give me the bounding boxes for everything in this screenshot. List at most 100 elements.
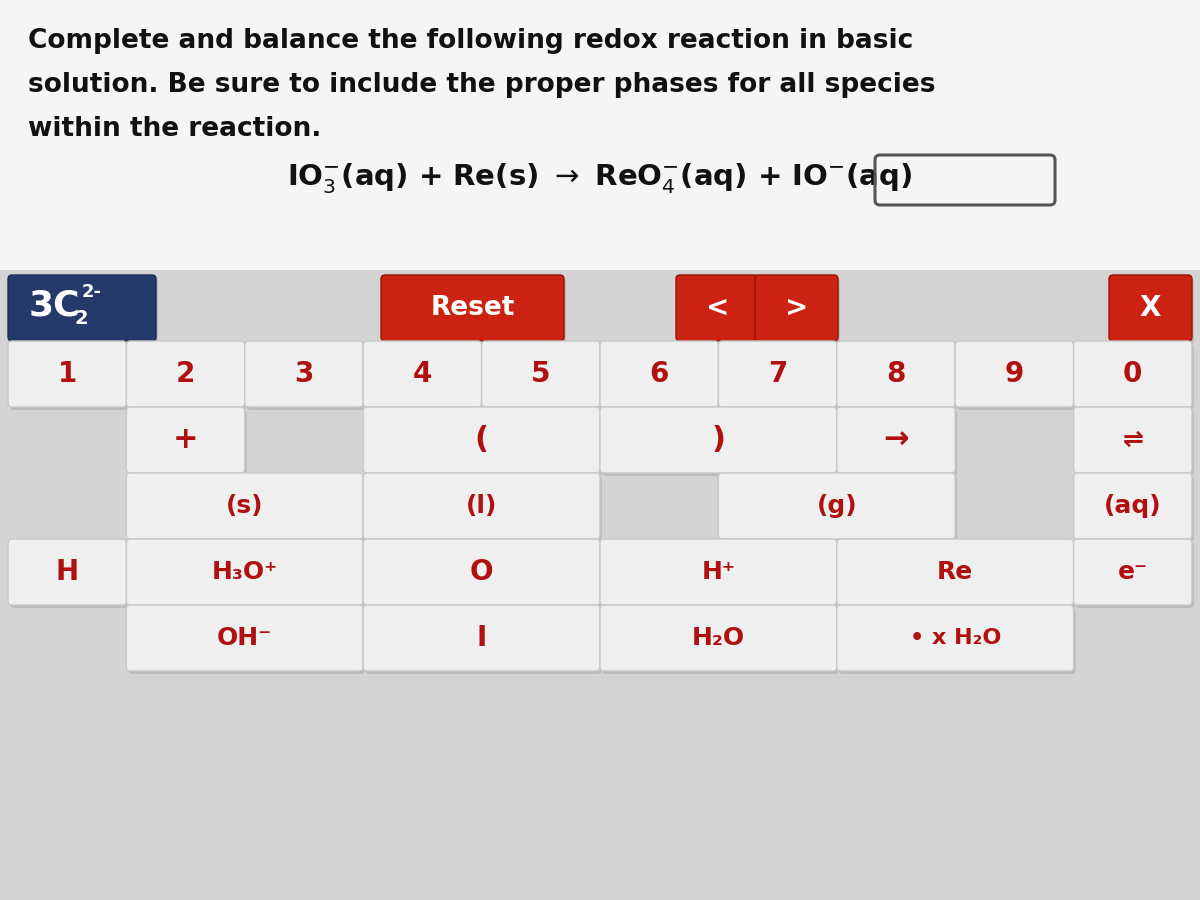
FancyBboxPatch shape bbox=[8, 539, 126, 605]
FancyBboxPatch shape bbox=[365, 344, 484, 410]
FancyBboxPatch shape bbox=[1109, 275, 1192, 341]
Text: 2: 2 bbox=[176, 360, 196, 388]
FancyBboxPatch shape bbox=[365, 410, 602, 476]
FancyBboxPatch shape bbox=[365, 608, 602, 674]
FancyBboxPatch shape bbox=[126, 341, 245, 407]
FancyBboxPatch shape bbox=[836, 539, 1074, 605]
FancyBboxPatch shape bbox=[836, 341, 955, 407]
FancyBboxPatch shape bbox=[600, 407, 836, 473]
Text: X: X bbox=[1140, 294, 1162, 322]
FancyBboxPatch shape bbox=[839, 410, 958, 476]
FancyBboxPatch shape bbox=[600, 539, 836, 605]
FancyBboxPatch shape bbox=[10, 542, 128, 608]
Text: 9: 9 bbox=[1004, 360, 1024, 388]
FancyBboxPatch shape bbox=[364, 341, 481, 407]
Text: 3: 3 bbox=[294, 360, 313, 388]
Text: 8: 8 bbox=[887, 360, 906, 388]
Text: I: I bbox=[476, 624, 487, 652]
FancyBboxPatch shape bbox=[126, 407, 245, 473]
Text: (l): (l) bbox=[466, 494, 497, 518]
FancyBboxPatch shape bbox=[126, 605, 364, 671]
FancyBboxPatch shape bbox=[1074, 341, 1192, 407]
Text: e⁻: e⁻ bbox=[1117, 560, 1148, 584]
FancyBboxPatch shape bbox=[839, 542, 1075, 608]
Text: >: > bbox=[785, 294, 808, 322]
Text: 2: 2 bbox=[74, 309, 88, 328]
Text: ): ) bbox=[712, 426, 725, 454]
Text: ⇌: ⇌ bbox=[1122, 428, 1144, 452]
Text: 3C: 3C bbox=[29, 289, 79, 323]
Text: (s): (s) bbox=[226, 494, 264, 518]
Text: Re: Re bbox=[937, 560, 973, 584]
FancyBboxPatch shape bbox=[602, 542, 839, 608]
Text: H⁺: H⁺ bbox=[701, 560, 736, 584]
FancyBboxPatch shape bbox=[364, 473, 600, 539]
FancyBboxPatch shape bbox=[0, 270, 1200, 900]
FancyBboxPatch shape bbox=[128, 608, 365, 674]
FancyBboxPatch shape bbox=[8, 341, 126, 407]
FancyBboxPatch shape bbox=[365, 542, 602, 608]
FancyBboxPatch shape bbox=[128, 344, 247, 410]
FancyBboxPatch shape bbox=[8, 275, 156, 341]
FancyBboxPatch shape bbox=[126, 539, 364, 605]
Text: Reset: Reset bbox=[431, 295, 515, 321]
FancyBboxPatch shape bbox=[1074, 407, 1192, 473]
FancyBboxPatch shape bbox=[10, 278, 158, 344]
Text: H₂O: H₂O bbox=[692, 626, 745, 650]
FancyBboxPatch shape bbox=[600, 605, 836, 671]
FancyBboxPatch shape bbox=[1074, 539, 1192, 605]
Text: <: < bbox=[706, 294, 730, 322]
FancyBboxPatch shape bbox=[128, 476, 365, 542]
FancyBboxPatch shape bbox=[676, 275, 760, 341]
FancyBboxPatch shape bbox=[720, 344, 839, 410]
Text: O: O bbox=[470, 558, 493, 586]
Text: • x H₂O: • x H₂O bbox=[910, 628, 1001, 648]
FancyBboxPatch shape bbox=[484, 344, 602, 410]
Text: 0: 0 bbox=[1123, 360, 1142, 388]
FancyBboxPatch shape bbox=[719, 341, 836, 407]
FancyBboxPatch shape bbox=[1074, 473, 1192, 539]
FancyBboxPatch shape bbox=[128, 410, 247, 476]
FancyBboxPatch shape bbox=[1075, 410, 1194, 476]
FancyBboxPatch shape bbox=[126, 473, 364, 539]
FancyBboxPatch shape bbox=[1075, 344, 1194, 410]
FancyBboxPatch shape bbox=[755, 275, 838, 341]
Text: IO$_3^{-}$(aq) + Re(s) $\rightarrow$ ReO$_4^{-}$(aq) + IO$^{-}$(aq): IO$_3^{-}$(aq) + Re(s) $\rightarrow$ ReO… bbox=[288, 161, 912, 195]
Text: 1: 1 bbox=[58, 360, 77, 388]
FancyBboxPatch shape bbox=[678, 278, 761, 344]
FancyBboxPatch shape bbox=[602, 344, 720, 410]
FancyBboxPatch shape bbox=[955, 341, 1074, 407]
FancyBboxPatch shape bbox=[1075, 476, 1194, 542]
Text: Complete and balance the following redox reaction in basic: Complete and balance the following redox… bbox=[28, 28, 913, 54]
FancyBboxPatch shape bbox=[364, 605, 600, 671]
FancyBboxPatch shape bbox=[1111, 278, 1194, 344]
Text: (aq): (aq) bbox=[1104, 494, 1162, 518]
FancyBboxPatch shape bbox=[602, 608, 839, 674]
FancyBboxPatch shape bbox=[719, 473, 955, 539]
Text: +: + bbox=[173, 426, 198, 454]
FancyBboxPatch shape bbox=[958, 344, 1075, 410]
Text: 6: 6 bbox=[649, 360, 668, 388]
Text: 7: 7 bbox=[768, 360, 787, 388]
FancyBboxPatch shape bbox=[720, 476, 958, 542]
Text: →: → bbox=[883, 426, 908, 454]
Text: 5: 5 bbox=[532, 360, 551, 388]
Text: (g): (g) bbox=[816, 494, 857, 518]
FancyBboxPatch shape bbox=[481, 341, 600, 407]
FancyBboxPatch shape bbox=[10, 344, 128, 410]
FancyBboxPatch shape bbox=[365, 476, 602, 542]
FancyBboxPatch shape bbox=[757, 278, 840, 344]
FancyBboxPatch shape bbox=[247, 344, 365, 410]
FancyBboxPatch shape bbox=[836, 605, 1074, 671]
Text: H: H bbox=[55, 558, 79, 586]
Text: solution. Be sure to include the proper phases for all species: solution. Be sure to include the proper … bbox=[28, 72, 936, 98]
FancyBboxPatch shape bbox=[128, 542, 365, 608]
FancyBboxPatch shape bbox=[836, 407, 955, 473]
FancyBboxPatch shape bbox=[839, 608, 1075, 674]
Text: 2-: 2- bbox=[82, 283, 102, 301]
FancyBboxPatch shape bbox=[839, 344, 958, 410]
FancyBboxPatch shape bbox=[1075, 542, 1194, 608]
Text: 4: 4 bbox=[413, 360, 432, 388]
Text: OH⁻: OH⁻ bbox=[217, 626, 272, 650]
Text: H₃O⁺: H₃O⁺ bbox=[211, 560, 278, 584]
